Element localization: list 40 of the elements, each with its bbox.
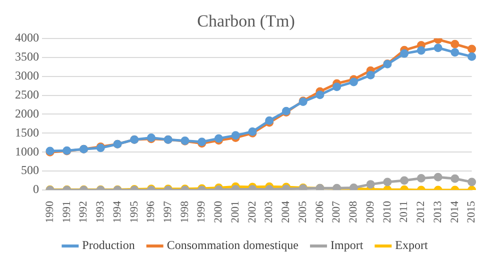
x-tick-label: 2003 [263,200,276,223]
x-tick-label: 2005 [296,200,309,223]
y-tick-label: 2000 [15,106,39,120]
legend-label: Production [82,238,135,252]
x-tick-label: 1990 [44,200,56,223]
x-tick-label: 2002 [246,201,258,223]
x-tick-label: 2001 [229,201,242,223]
x-tick-label: 1995 [128,200,140,223]
x-tick-label: 2012 [415,201,428,223]
x-tick-label: 1996 [145,200,158,223]
chart-title: Charbon (Tm) [197,12,295,31]
x-tick-label: 2000 [212,200,225,223]
x-tick-label: 2006 [314,200,326,223]
x-tick-label: 2007 [330,200,343,223]
y-tick-label: 2500 [15,87,39,102]
x-tick-label: 1997 [162,200,174,223]
y-tick-label: 1000 [15,144,39,158]
x-tick-label: 2014 [448,200,461,223]
x-tick-label: 1998 [178,200,191,223]
x-tick-label: 1994 [111,200,124,223]
y-tick-label: 1500 [15,125,39,140]
x-tick-label: 1992 [78,201,90,223]
x-tick-label: 1991 [60,201,73,223]
legend-label: Export [395,238,428,252]
legend-label: Consommation domestique [166,238,299,252]
x-tick-label: 2013 [432,200,444,223]
y-tick-label: 3500 [15,50,39,64]
x-tick-label: 2010 [381,200,394,223]
x-tick-label: 2004 [280,200,292,223]
x-tick-label: 1999 [196,200,208,223]
y-tick-label: 3000 [15,68,39,82]
y-tick-label: 0 [33,182,39,196]
x-tick-label: 1993 [94,200,107,223]
x-tick-label: 2011 [398,201,410,223]
legend-label: Import [330,238,364,252]
y-tick-label: 4000 [15,30,39,45]
x-tick-label: 2008 [348,200,360,223]
y-tick-label: 500 [21,163,39,178]
x-tick-label: 2015 [466,200,478,223]
x-tick-label: 2009 [364,200,376,223]
